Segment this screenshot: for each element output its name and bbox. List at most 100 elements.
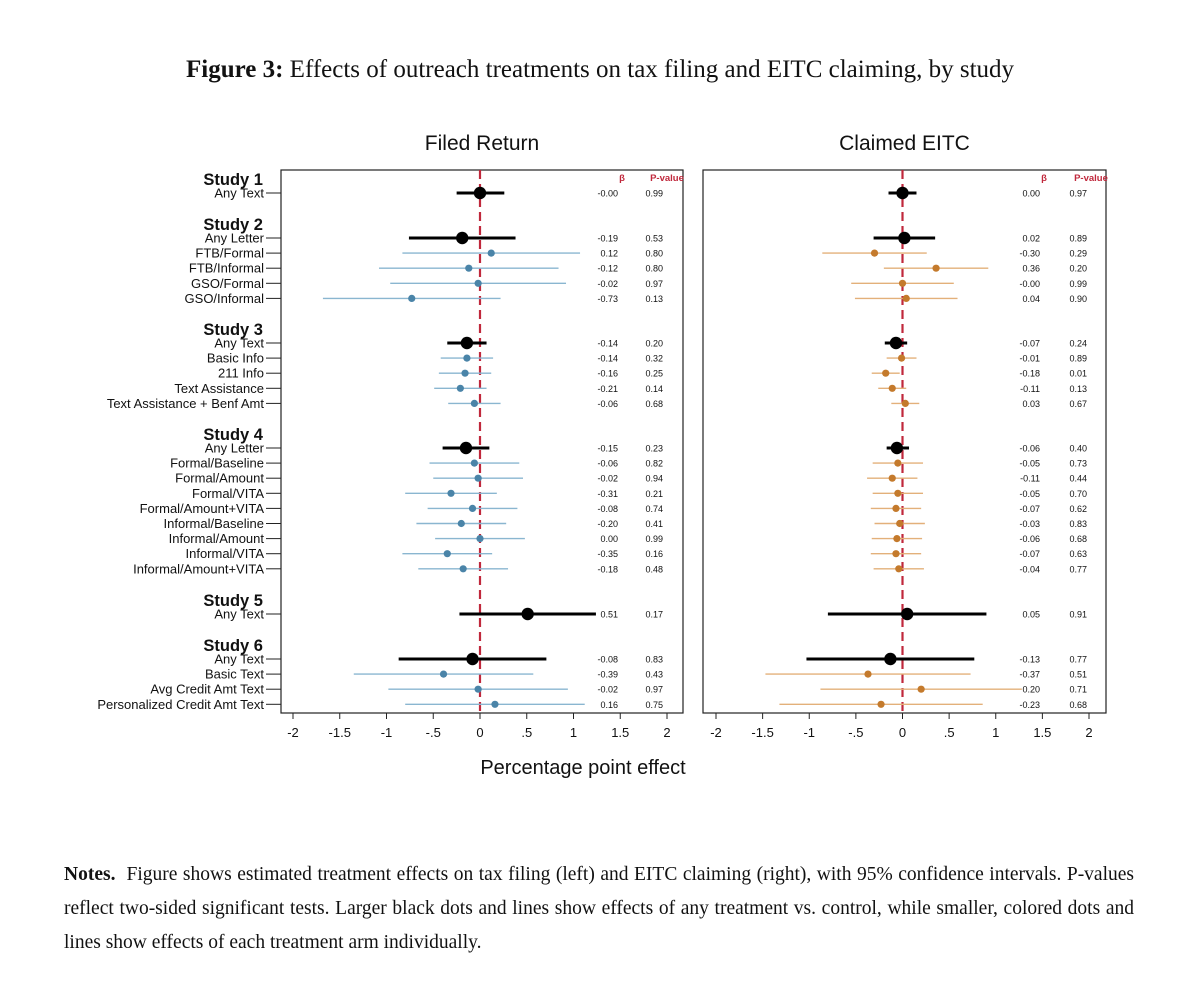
study-label-2: Study 2: [203, 216, 263, 234]
estimate-point-eitc-3-1: [897, 354, 906, 362]
p-value-eitc-2-4: 0.90: [1069, 294, 1087, 304]
estimate-point-eitc-3-0: [889, 336, 903, 350]
p-value-eitc-2-1: 0.29: [1069, 249, 1087, 259]
p-value-eitc-4-2: 0.44: [1069, 474, 1087, 484]
notes-label: Notes.: [64, 864, 116, 885]
figure-title: Figure 3: Effects of outreach treatments…: [0, 56, 1200, 84]
figure-title-text: Effects of outreach treatments on tax fi…: [289, 56, 1015, 83]
panel-title-filed: Filed Return: [425, 132, 539, 155]
estimate-point-filed-6-3: [491, 700, 499, 708]
beta-value-eitc-4-3: -0.05: [1019, 489, 1040, 499]
estimate-point-filed-2-2: [465, 264, 473, 272]
p-value-filed-4-5: 0.41: [645, 519, 663, 529]
estimate-point-filed-3-4: [470, 399, 478, 407]
beta-value-eitc-2-4: 0.04: [1022, 294, 1040, 304]
beta-value-eitc-6-3: -0.23: [1019, 700, 1040, 710]
x-tick-label-eitc-1: -1.5: [751, 725, 773, 740]
estimate-point-eitc-3-4: [901, 399, 909, 407]
x-tick-label-eitc-2: -1: [803, 725, 815, 740]
beta-value-eitc-4-0: -0.06: [1019, 444, 1040, 454]
notes-text: Figure shows estimated treatment effects…: [64, 864, 1134, 953]
p-value-eitc-4-3: 0.70: [1069, 489, 1087, 499]
estimate-point-filed-4-8: [459, 565, 467, 573]
p-value-filed-6-1: 0.43: [645, 670, 663, 680]
estimate-point-eitc-6-0: [884, 652, 897, 666]
p-value-eitc-3-4: 0.67: [1069, 399, 1087, 409]
beta-value-eitc-6-2: 0.20: [1022, 685, 1040, 695]
row-label-4-4: Formal/Amount+VITA: [140, 501, 265, 516]
p-value-filed-3-4: 0.68: [645, 399, 663, 409]
beta-value-filed-4-1: -0.06: [597, 459, 618, 469]
estimate-point-eitc-6-1: [864, 670, 872, 678]
beta-value-eitc-4-7: -0.07: [1019, 549, 1040, 559]
beta-value-filed-6-1: -0.39: [597, 670, 618, 680]
beta-value-eitc-3-1: -0.01: [1019, 354, 1040, 364]
x-tick-label-filed-3: -.5: [426, 725, 441, 740]
figure-label: Figure 3:: [185, 56, 284, 83]
beta-value-eitc-3-0: -0.07: [1019, 339, 1040, 349]
beta-value-filed-4-8: -0.18: [597, 564, 618, 574]
p-value-filed-4-7: 0.16: [645, 549, 663, 559]
beta-value-filed-4-5: -0.20: [597, 519, 618, 529]
beta-value-filed-4-4: -0.08: [597, 504, 618, 514]
x-tick-label-filed-2: -1: [381, 725, 393, 740]
beta-value-filed-2-0: -0.19: [597, 234, 618, 244]
estimate-point-filed-2-0: [456, 231, 469, 245]
beta-value-filed-4-2: -0.02: [597, 474, 618, 484]
row-label-2-3: GSO/Formal: [191, 276, 264, 291]
p-value-filed-3-3: 0.14: [645, 384, 663, 394]
panel-frame-filed: [280, 169, 684, 714]
x-tick-label-filed-5: .5: [521, 725, 532, 740]
p-value-eitc-6-2: 0.71: [1069, 685, 1087, 695]
row-label-3-3: Text Assistance: [174, 381, 264, 396]
estimate-point-eitc-1-0: [896, 186, 909, 200]
x-tick-label-eitc-0: -2: [710, 725, 722, 740]
beta-value-filed-4-6: 0.00: [600, 534, 618, 544]
estimate-point-filed-1-0: [473, 186, 487, 200]
x-tick-label-eitc-7: 1.5: [1033, 725, 1051, 740]
estimate-point-filed-6-1: [439, 670, 448, 678]
x-tick-label-filed-6: 1: [570, 725, 577, 740]
p-value-filed-4-6: 0.99: [645, 534, 663, 544]
x-tick-label-eitc-6: 1: [992, 725, 999, 740]
panel-title-eitc: Claimed EITC: [839, 132, 970, 155]
estimate-point-filed-4-0: [459, 441, 473, 455]
x-tick-label-eitc-3: -.5: [848, 725, 863, 740]
study-label-4: Study 4: [203, 426, 263, 444]
estimate-point-eitc-2-0: [898, 231, 911, 245]
beta-value-eitc-3-4: 0.03: [1022, 399, 1040, 409]
beta-value-eitc-6-1: -0.37: [1019, 670, 1040, 680]
beta-value-eitc-4-2: -0.11: [1020, 474, 1040, 484]
study-label-5: Study 5: [203, 592, 263, 610]
p-value-filed-2-0: 0.53: [645, 234, 663, 244]
p-value-filed-6-2: 0.97: [645, 685, 663, 695]
beta-value-eitc-4-1: -0.05: [1019, 459, 1040, 469]
p-value-eitc-5-0: 0.91: [1069, 610, 1087, 620]
beta-value-eitc-1-0: 0.00: [1022, 189, 1040, 199]
beta-value-eitc-2-1: -0.30: [1019, 249, 1040, 259]
beta-value-eitc-2-3: -0.00: [1019, 279, 1040, 289]
estimate-point-eitc-6-2: [917, 685, 925, 693]
beta-value-filed-2-4: -0.73: [597, 294, 618, 304]
row-label-4-2: Formal/Amount: [175, 471, 264, 486]
estimate-point-filed-2-1: [487, 249, 495, 257]
p-value-eitc-2-3: 0.99: [1069, 279, 1087, 289]
row-label-1-0: Any Text: [214, 186, 264, 201]
p-value-filed-4-2: 0.94: [645, 474, 663, 484]
beta-value-filed-6-3: 0.16: [600, 700, 618, 710]
p-value-filed-6-3: 0.75: [645, 700, 663, 710]
beta-value-filed-6-0: -0.08: [597, 655, 618, 665]
estimate-point-eitc-2-1: [870, 249, 879, 257]
estimate-point-filed-4-1: [470, 459, 478, 467]
beta-value-filed-2-3: -0.02: [597, 279, 618, 289]
p-value-filed-1-0: 0.99: [645, 189, 663, 199]
estimate-point-eitc-4-5: [896, 519, 904, 528]
p-value-eitc-2-0: 0.89: [1069, 234, 1087, 244]
estimate-point-filed-2-4: [408, 294, 416, 302]
estimate-point-eitc-6-3: [877, 700, 885, 708]
beta-value-filed-6-2: -0.02: [597, 685, 618, 695]
p-value-filed-4-8: 0.48: [645, 564, 663, 574]
estimate-point-eitc-4-8: [895, 565, 903, 573]
p-value-eitc-4-6: 0.68: [1069, 534, 1087, 544]
estimate-point-filed-4-3: [447, 489, 455, 497]
